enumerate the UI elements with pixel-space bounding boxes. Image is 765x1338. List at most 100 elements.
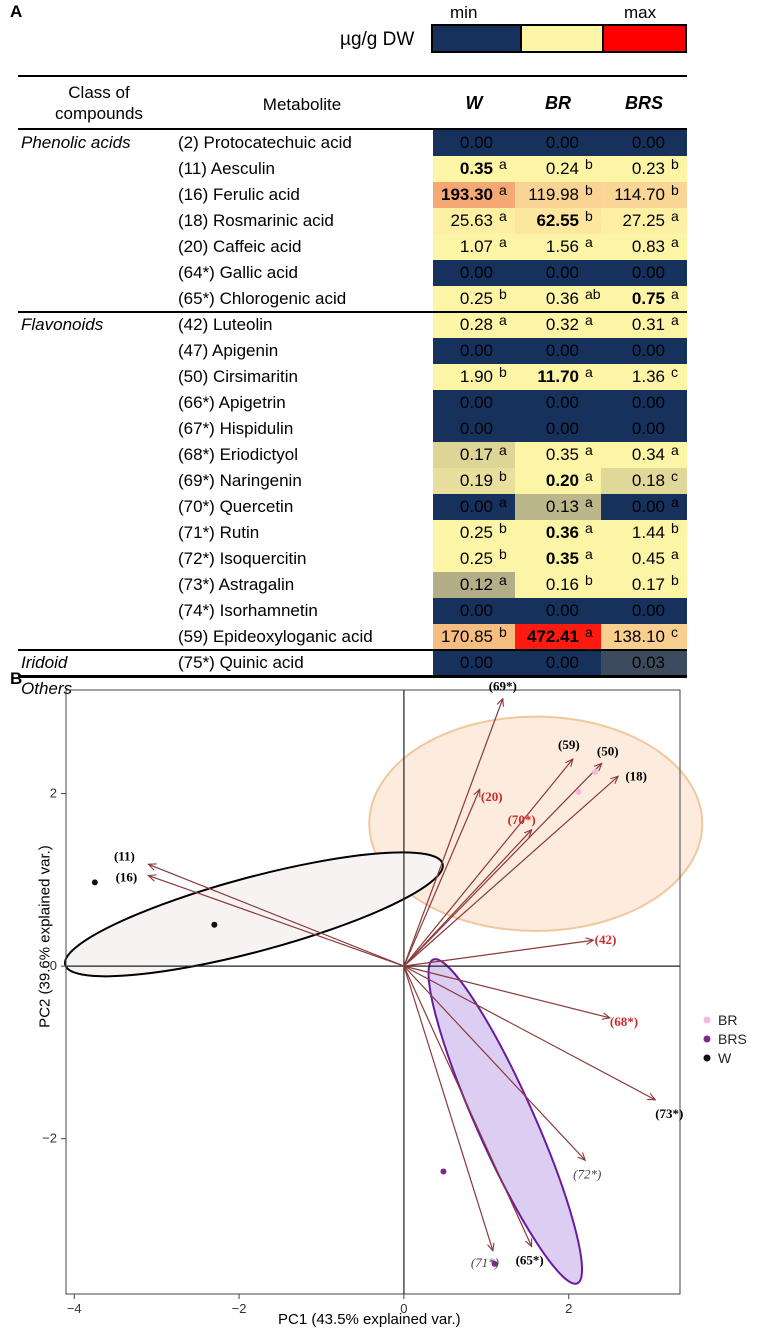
cell-value: 0.24 (545, 159, 579, 178)
cell-value: 0.00 (459, 497, 493, 516)
heatmap-cell: 0.00 (515, 390, 601, 416)
significance-letter: b (671, 572, 679, 588)
loading-arrow (403, 940, 594, 967)
x-tick-label: 2 (565, 1301, 572, 1316)
heatmap-cell: 27.25 a (601, 208, 687, 234)
significance-letter: a (585, 312, 593, 328)
heatmap-cell: 0.00 (433, 416, 515, 442)
cell-value: 0.03 (631, 653, 665, 672)
point-w (211, 921, 218, 928)
significance-letter: b (499, 286, 507, 302)
metabolite-name: (69*) Naringenin (178, 471, 302, 490)
metabolite-name: (2) Protocatechuic acid (178, 133, 352, 152)
heatmap-cell: 0.28 a (433, 312, 515, 338)
significance-letter: a (671, 312, 679, 328)
significance-letter: b (499, 364, 507, 380)
metabolite-name: (73*) Astragalin (178, 575, 295, 594)
significance-letter: c (671, 624, 678, 640)
significance-letter: a (499, 234, 507, 250)
heatmap-cell: 0.00 (515, 416, 601, 442)
heatmap-cell: 0.35 a (515, 442, 601, 468)
significance-letter: a (499, 208, 507, 224)
loading-arrow (403, 789, 480, 967)
cell-value: 0.13 (545, 497, 579, 516)
significance-letter: b (499, 546, 507, 562)
legend-label-br: BR (718, 1012, 737, 1028)
header-metabolite: Metabolite (262, 95, 342, 114)
cell-value: 0.25 (459, 549, 493, 568)
metabolite-name: (18) Rosmarinic acid (178, 211, 334, 230)
cell-value: 0.00 (459, 263, 493, 282)
x-tick-label: −2 (232, 1301, 247, 1316)
cell-value: 0.00 (545, 419, 579, 438)
heatmap-cell: 0.00 (515, 338, 601, 364)
cell-value: 0.35 (545, 549, 579, 568)
heatmap-cell: 0.00 a (601, 494, 687, 520)
cell-value: 0.23 (631, 159, 665, 178)
loading-label: (11) (114, 848, 135, 863)
metabolite-name: (74*) Isorhamnetin (178, 601, 318, 620)
heatmap-cell: 0.20 a (515, 468, 601, 494)
heatmap-cell: 1.07 a (433, 234, 515, 260)
cell-value: 1.56 (545, 237, 579, 256)
cell-value: 170.85 (441, 627, 493, 646)
color-scale-mid-swatch (521, 26, 604, 51)
significance-letter: a (671, 546, 679, 562)
cell-value: 0.00 (631, 601, 665, 620)
heatmap-cell: 1.44 b (601, 520, 687, 546)
loading-arrow (403, 830, 532, 967)
header-group-brs: BRS (624, 93, 663, 113)
table-bottom-rule (18, 676, 687, 678)
cell-value: 0.00 (459, 419, 493, 438)
legend-max-label: max (624, 3, 657, 22)
metabolite-name: (72*) Isoquercitin (178, 549, 307, 568)
loading-arrow (403, 965, 655, 1100)
loading-label: (50) (597, 743, 619, 758)
metabolite-name: (11) Aesculin (178, 159, 276, 178)
metabolite-name: (47) Apigenin (178, 341, 279, 360)
heatmap-cell: 1.36 c (601, 364, 687, 390)
heatmap-cell: 1.90 b (433, 364, 515, 390)
significance-letter: b (499, 624, 507, 640)
heatmap-cell: 0.00 (433, 130, 515, 156)
heatmap-cell: 0.00 (601, 416, 687, 442)
header-class-of-compounds: Class of compounds (55, 83, 143, 123)
significance-letter: b (585, 156, 593, 172)
loading-label: (70*) (508, 812, 536, 827)
significance-letter: a (499, 312, 507, 328)
heatmap-cell: 0.18 c (601, 468, 687, 494)
heatmap-cell: 0.13 a (515, 494, 601, 520)
table-top-rule (18, 75, 687, 77)
y-tick-label: −2 (42, 1131, 57, 1146)
heatmap-cell: 0.24 b (515, 156, 601, 182)
x-tick-label: −4 (67, 1301, 82, 1316)
loading-label: (42) (595, 932, 617, 947)
cell-value: 119.98 (528, 185, 579, 204)
header-group-br: BR (545, 93, 571, 113)
point-br (575, 788, 582, 795)
heatmap-cell: 0.36 ab (515, 286, 601, 312)
significance-letter: b (585, 182, 593, 198)
loading-label: (65*) (516, 1253, 544, 1268)
heatmap-cell: 0.00 (601, 390, 687, 416)
significance-letter: a (585, 468, 593, 484)
point-w (91, 879, 98, 886)
cell-value: 0.35 (459, 159, 493, 178)
cell-value: 0.19 (459, 471, 493, 490)
heatmap-cell: 0.35 a (515, 546, 601, 572)
point-brs (440, 1168, 447, 1175)
heatmap-cell: 1.56 a (515, 234, 601, 260)
cell-value: 0.00 (631, 133, 665, 152)
significance-letter: b (671, 182, 679, 198)
ellipse-brs (427, 958, 584, 1285)
cell-value: 0.17 (459, 445, 493, 464)
cell-value: 0.00 (631, 263, 665, 282)
significance-letter: a (499, 442, 507, 458)
cell-value: 193.30 (441, 185, 493, 204)
cell-value: 1.36 (631, 367, 665, 386)
legend-marker-brs (703, 1035, 711, 1043)
metabolite-name: (75*) Quinic acid (178, 653, 304, 672)
legend-unit-label: µg/g DW (340, 29, 415, 50)
heatmap-cell: 0.25 b (433, 286, 515, 312)
heatmap-cell: 0.34 a (601, 442, 687, 468)
